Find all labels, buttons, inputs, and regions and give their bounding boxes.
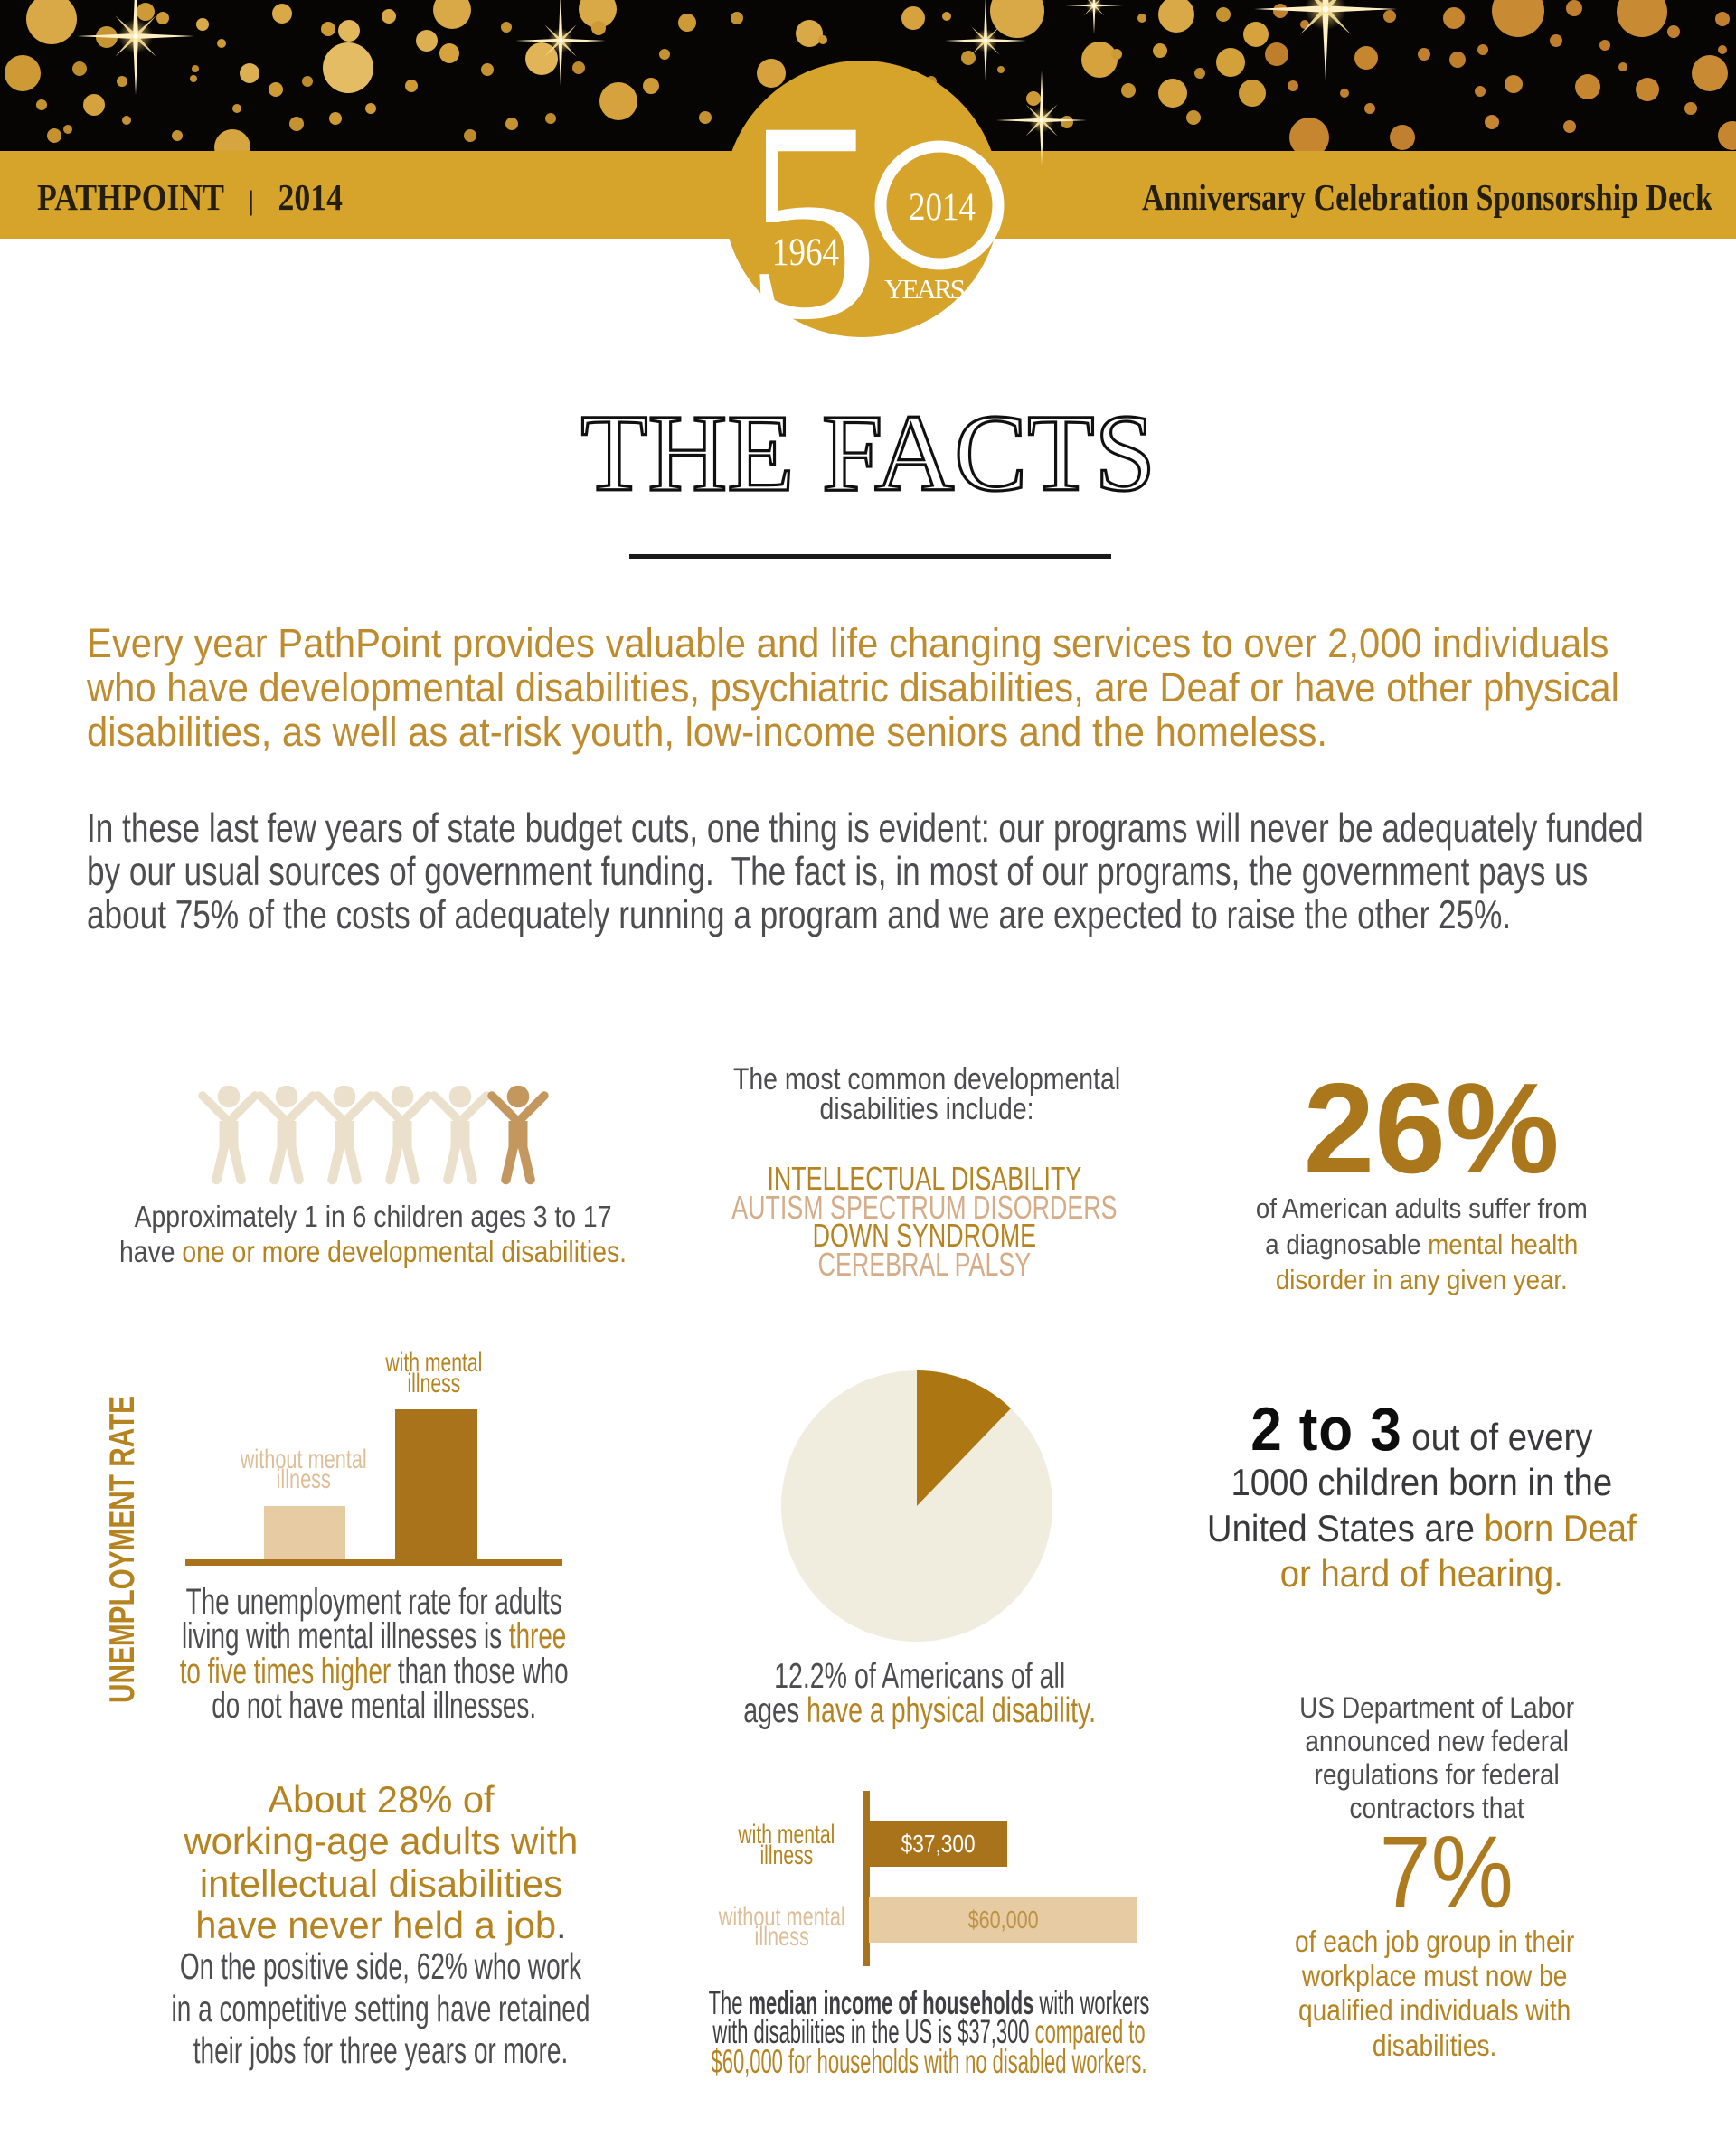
svg-text:5: 5: [744, 63, 880, 354]
svg-text:YEARS: YEARS: [884, 273, 966, 305]
svg-text:1964: 1964: [772, 231, 839, 274]
svg-text:2014: 2014: [909, 186, 976, 229]
